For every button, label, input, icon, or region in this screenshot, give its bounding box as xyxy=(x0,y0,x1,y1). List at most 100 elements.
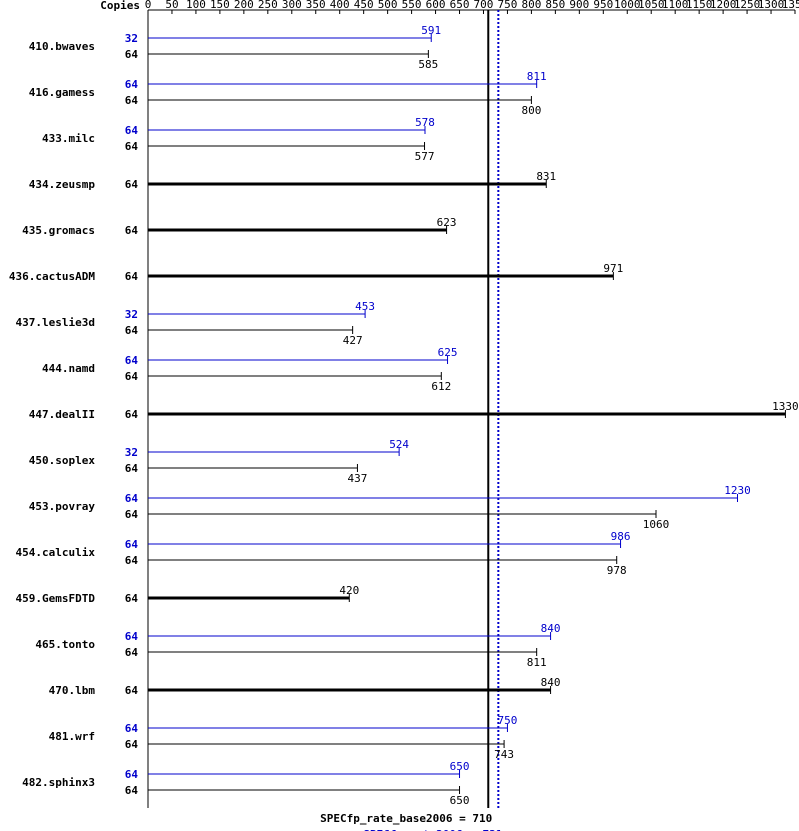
benchmark-label: 453.povray xyxy=(29,500,96,513)
base-value: 800 xyxy=(521,104,541,117)
base-value: 585 xyxy=(418,58,438,71)
peak-copies: 32 xyxy=(125,308,138,321)
x-tick-label: 1150 xyxy=(686,0,713,11)
peak-value: 650 xyxy=(450,760,470,773)
base-value: 623 xyxy=(437,216,457,229)
peak-value: 840 xyxy=(541,622,561,635)
peak-copies: 64 xyxy=(125,630,139,643)
base-copies: 64 xyxy=(125,738,139,751)
base-value: 577 xyxy=(415,150,435,163)
x-tick-label: 800 xyxy=(521,0,541,11)
peak-value: 1230 xyxy=(724,484,751,497)
x-tick-label: 750 xyxy=(498,0,518,11)
x-tick-label: 550 xyxy=(402,0,422,11)
benchmark-label: 416.gamess xyxy=(29,86,95,99)
peak-copies: 64 xyxy=(125,354,139,367)
benchmark-label: 436.cactusADM xyxy=(9,270,95,283)
benchmark-label: 410.bwaves xyxy=(29,40,95,53)
benchmark-label: 433.milc xyxy=(42,132,95,145)
base-value: 612 xyxy=(431,380,451,393)
benchmark-label: 482.sphinx3 xyxy=(22,776,95,789)
peak-copies: 64 xyxy=(125,124,139,137)
peak-copies: 64 xyxy=(125,538,139,551)
base-copies: 64 xyxy=(125,270,139,283)
peak-copies: 64 xyxy=(125,78,139,91)
x-tick-label: 900 xyxy=(569,0,589,11)
x-tick-label: 400 xyxy=(330,0,350,11)
benchmark-label: 435.gromacs xyxy=(22,224,95,237)
base-copies: 64 xyxy=(125,508,139,521)
x-tick-label: 250 xyxy=(258,0,278,11)
peak-value: 453 xyxy=(355,300,375,313)
base-copies: 64 xyxy=(125,94,139,107)
base-copies: 64 xyxy=(125,684,139,697)
benchmark-label: 437.leslie3d xyxy=(16,316,95,329)
base-value: 420 xyxy=(339,584,359,597)
benchmark-label: 450.soplex xyxy=(29,454,96,467)
benchmark-label: 447.dealII xyxy=(29,408,95,421)
base-copies: 64 xyxy=(125,592,139,605)
base-copies: 64 xyxy=(125,224,139,237)
x-tick-label: 0 xyxy=(145,0,152,11)
x-tick-label: 300 xyxy=(282,0,302,11)
reference-label: SPECfp_rate_base2006 = 710 xyxy=(320,812,492,825)
benchmark-label: 444.namd xyxy=(42,362,95,375)
x-tick-label: 1100 xyxy=(662,0,689,11)
base-copies: 64 xyxy=(125,462,139,475)
x-tick-label: 100 xyxy=(186,0,206,11)
peak-copies: 64 xyxy=(125,722,139,735)
peak-value: 750 xyxy=(498,714,518,727)
peak-value: 811 xyxy=(527,70,547,83)
benchmark-label: 454.calculix xyxy=(16,546,96,559)
x-tick-label: 650 xyxy=(450,0,470,11)
base-value: 743 xyxy=(494,748,514,761)
base-value: 650 xyxy=(450,794,470,807)
peak-value: 625 xyxy=(438,346,458,359)
base-copies: 64 xyxy=(125,646,139,659)
peak-copies: 64 xyxy=(125,492,139,505)
base-copies: 64 xyxy=(125,554,139,567)
base-value: 978 xyxy=(607,564,627,577)
base-copies: 64 xyxy=(125,370,139,383)
base-copies: 64 xyxy=(125,178,139,191)
benchmark-label: 459.GemsFDTD xyxy=(16,592,96,605)
base-value: 1060 xyxy=(643,518,670,531)
copies-header: Copies xyxy=(100,0,140,12)
base-value: 811 xyxy=(527,656,547,669)
base-value: 1330 xyxy=(772,400,799,413)
x-tick-label: 700 xyxy=(474,0,494,11)
benchmark-chart: 0 50 100 150 200 250 300 350 400 450 500 550 600 650 7… xyxy=(0,0,799,831)
base-value: 971 xyxy=(603,262,623,275)
x-tick-label: 200 xyxy=(234,0,254,11)
x-tick-label: 350 xyxy=(306,0,326,11)
base-copies: 64 xyxy=(125,48,139,61)
base-value: 840 xyxy=(541,676,561,689)
x-tick-label: 1350 xyxy=(782,0,799,11)
peak-value: 591 xyxy=(421,24,441,37)
x-tick-label: 950 xyxy=(593,0,613,11)
peak-copies: 32 xyxy=(125,446,138,459)
base-copies: 64 xyxy=(125,324,139,337)
x-tick-label: 850 xyxy=(545,0,565,11)
benchmark-label: 481.wrf xyxy=(49,730,95,743)
x-tick-label: 150 xyxy=(210,0,230,11)
x-tick-label: 50 xyxy=(165,0,178,11)
base-value: 437 xyxy=(347,472,367,485)
base-copies: 64 xyxy=(125,140,139,153)
x-tick-label: 1250 xyxy=(734,0,761,11)
base-copies: 64 xyxy=(125,408,139,421)
chart-svg: 0 50 100 150 200 250 300 350 400 450 500 550 600 650 7… xyxy=(0,0,799,831)
base-value: 831 xyxy=(536,170,556,183)
base-copies: 64 xyxy=(125,784,139,797)
x-tick-label: 1200 xyxy=(710,0,737,11)
peak-value: 524 xyxy=(389,438,409,451)
x-tick-label: 1300 xyxy=(758,0,785,11)
peak-copies: 32 xyxy=(125,32,138,45)
x-tick-label: 600 xyxy=(426,0,446,11)
peak-value: 578 xyxy=(415,116,435,129)
peak-value: 986 xyxy=(611,530,631,543)
base-value: 427 xyxy=(343,334,363,347)
benchmark-label: 434.zeusmp xyxy=(29,178,96,191)
x-tick-label: 450 xyxy=(354,0,374,11)
x-tick-label: 500 xyxy=(378,0,398,11)
